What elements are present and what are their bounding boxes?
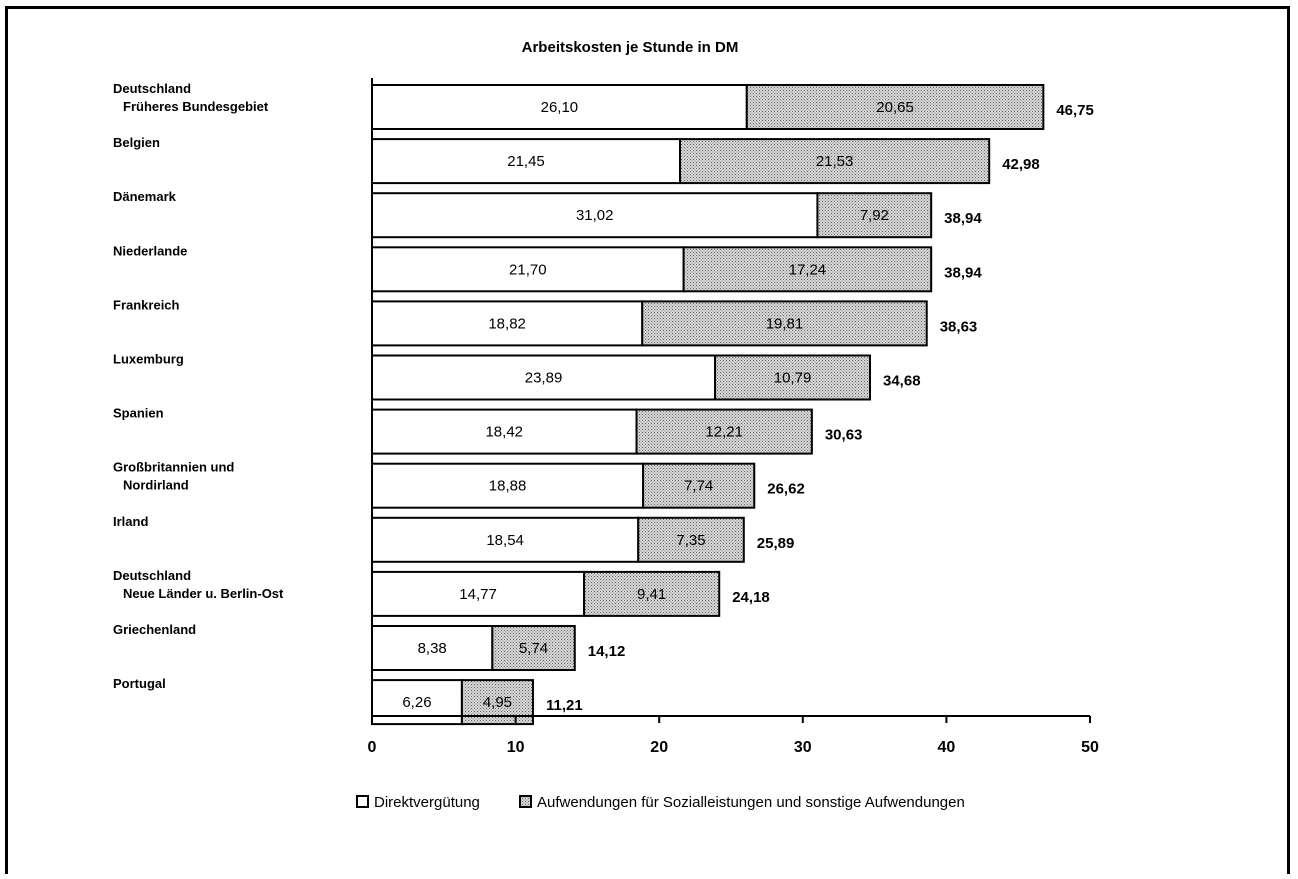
data-label-direktverguetung: 18,82	[488, 315, 526, 332]
bar-sozialleistungen	[491, 625, 576, 671]
bar-direktverguetung	[371, 570, 586, 617]
data-label-total: 24,18	[732, 589, 770, 606]
category-label-frankreich: Frankreich	[113, 297, 180, 312]
data-label-direktverguetung: 23,89	[525, 370, 563, 387]
data-label-direktverguetung: 8,38	[418, 640, 447, 657]
data-label-total: 30,63	[825, 427, 863, 444]
data-label-total: 38,94	[944, 210, 982, 227]
legend-label-direktverguetung: Direktvergütung	[374, 794, 480, 811]
data-label-direktverguetung: 6,26	[402, 694, 431, 711]
data-label-sozialleistungen: 20,65	[876, 99, 914, 116]
x-tick-label: 20	[650, 739, 668, 756]
data-label-sozialleistungen: 19,81	[766, 315, 804, 332]
x-tick-label: 50	[1081, 739, 1099, 756]
data-label-direktverguetung: 18,42	[485, 424, 523, 441]
bar-sozialleistungen	[745, 84, 1045, 130]
data-label-total: 26,62	[767, 481, 805, 498]
data-label-sozialleistungen: 4,95	[483, 694, 512, 711]
data-label-direktverguetung: 18,54	[486, 532, 524, 549]
bar-sozialleistungen	[637, 516, 745, 563]
data-label-total: 38,94	[944, 264, 982, 281]
bar-direktverguetung	[371, 516, 640, 563]
data-label-total: 14,12	[588, 643, 626, 660]
bar-direktverguetung	[371, 354, 717, 401]
data-label-total: 42,98	[1002, 156, 1040, 173]
data-label-total: 34,68	[883, 373, 921, 390]
bar-direktverguetung	[371, 408, 638, 455]
legend-swatch-sozialleistungen	[519, 795, 532, 808]
data-label-direktverguetung: 21,45	[507, 153, 545, 170]
bar-sozialleistungen	[714, 354, 872, 401]
data-label-sozialleistungen: 21,53	[816, 153, 854, 170]
data-label-total: 46,75	[1056, 102, 1094, 119]
x-tick-label: 30	[794, 739, 812, 756]
category-label-luxemburg: Luxemburg	[113, 352, 184, 367]
bar-direktverguetung	[371, 625, 494, 671]
data-label-direktverguetung: 18,88	[489, 478, 527, 495]
legend: Direktvergütung Aufwendungen für Soziall…	[356, 794, 965, 811]
data-label-sozialleistungen: 7,35	[676, 532, 705, 549]
data-label-total: 25,89	[757, 535, 795, 552]
category-label-dänemark: Dänemark	[113, 189, 177, 204]
data-label-sozialleistungen: 7,74	[684, 478, 713, 495]
data-label-sozialleistungen: 12,21	[705, 424, 743, 441]
data-label-direktverguetung: 14,77	[459, 586, 497, 603]
data-label-sozialleistungen: 17,24	[789, 261, 827, 278]
data-label-sozialleistungen: 10,79	[774, 370, 812, 387]
category-label-belgien: Belgien	[113, 135, 160, 150]
bar-sozialleistungen	[816, 192, 933, 239]
x-tick-label: 40	[938, 739, 956, 756]
category-label-deutschland-früheres-bundesgebiet: Deutschland Früheres Bundesgebiet	[113, 81, 269, 114]
bar-sozialleistungen	[642, 462, 756, 509]
data-label-sozialleistungen: 7,92	[860, 207, 889, 224]
bar-direktverguetung	[371, 84, 748, 130]
category-label-deutschland-neue-länder-u-berlin-ost: Deutschland Neue Länder u. Berlin-Ost	[113, 568, 284, 601]
legend-label-sozialleistungen: Aufwendungen für Sozialleistungen und so…	[537, 794, 965, 811]
data-label-sozialleistungen: 9,41	[637, 586, 666, 603]
bar-sozialleistungen	[583, 570, 721, 617]
data-label-total: 11,21	[546, 697, 583, 714]
chart-title: Arbeitskosten je Stunde in DM	[522, 39, 739, 56]
x-tick-label: 0	[368, 739, 377, 756]
bar-direktverguetung	[371, 462, 645, 509]
category-label-griechenland: Griechenland	[113, 622, 196, 637]
chart-frame-right-border	[1287, 6, 1290, 874]
category-label-irland: Irland	[113, 514, 148, 529]
legend-swatch-direktverguetung	[356, 795, 369, 808]
category-label-portugal: Portugal	[113, 676, 166, 691]
bar-sozialleistungen	[679, 138, 991, 185]
category-label-niederlande: Niederlande	[113, 243, 187, 258]
bar-sozialleistungen	[682, 246, 933, 293]
category-label-großbritannien-und-nordirland: Großbritannien und Nordirland	[113, 460, 234, 493]
bar-direktverguetung	[371, 300, 644, 347]
category-label-spanien: Spanien	[113, 406, 164, 421]
data-label-total: 38,63	[940, 318, 978, 335]
data-label-direktverguetung: 31,02	[576, 207, 614, 224]
data-label-sozialleistungen: 5,74	[519, 640, 548, 657]
bar-sozialleistungen	[635, 408, 813, 455]
bar-sozialleistungen	[641, 300, 928, 347]
data-label-direktverguetung: 21,70	[509, 261, 547, 278]
data-label-direktverguetung: 26,10	[541, 99, 579, 116]
x-tick-label: 10	[507, 739, 525, 756]
